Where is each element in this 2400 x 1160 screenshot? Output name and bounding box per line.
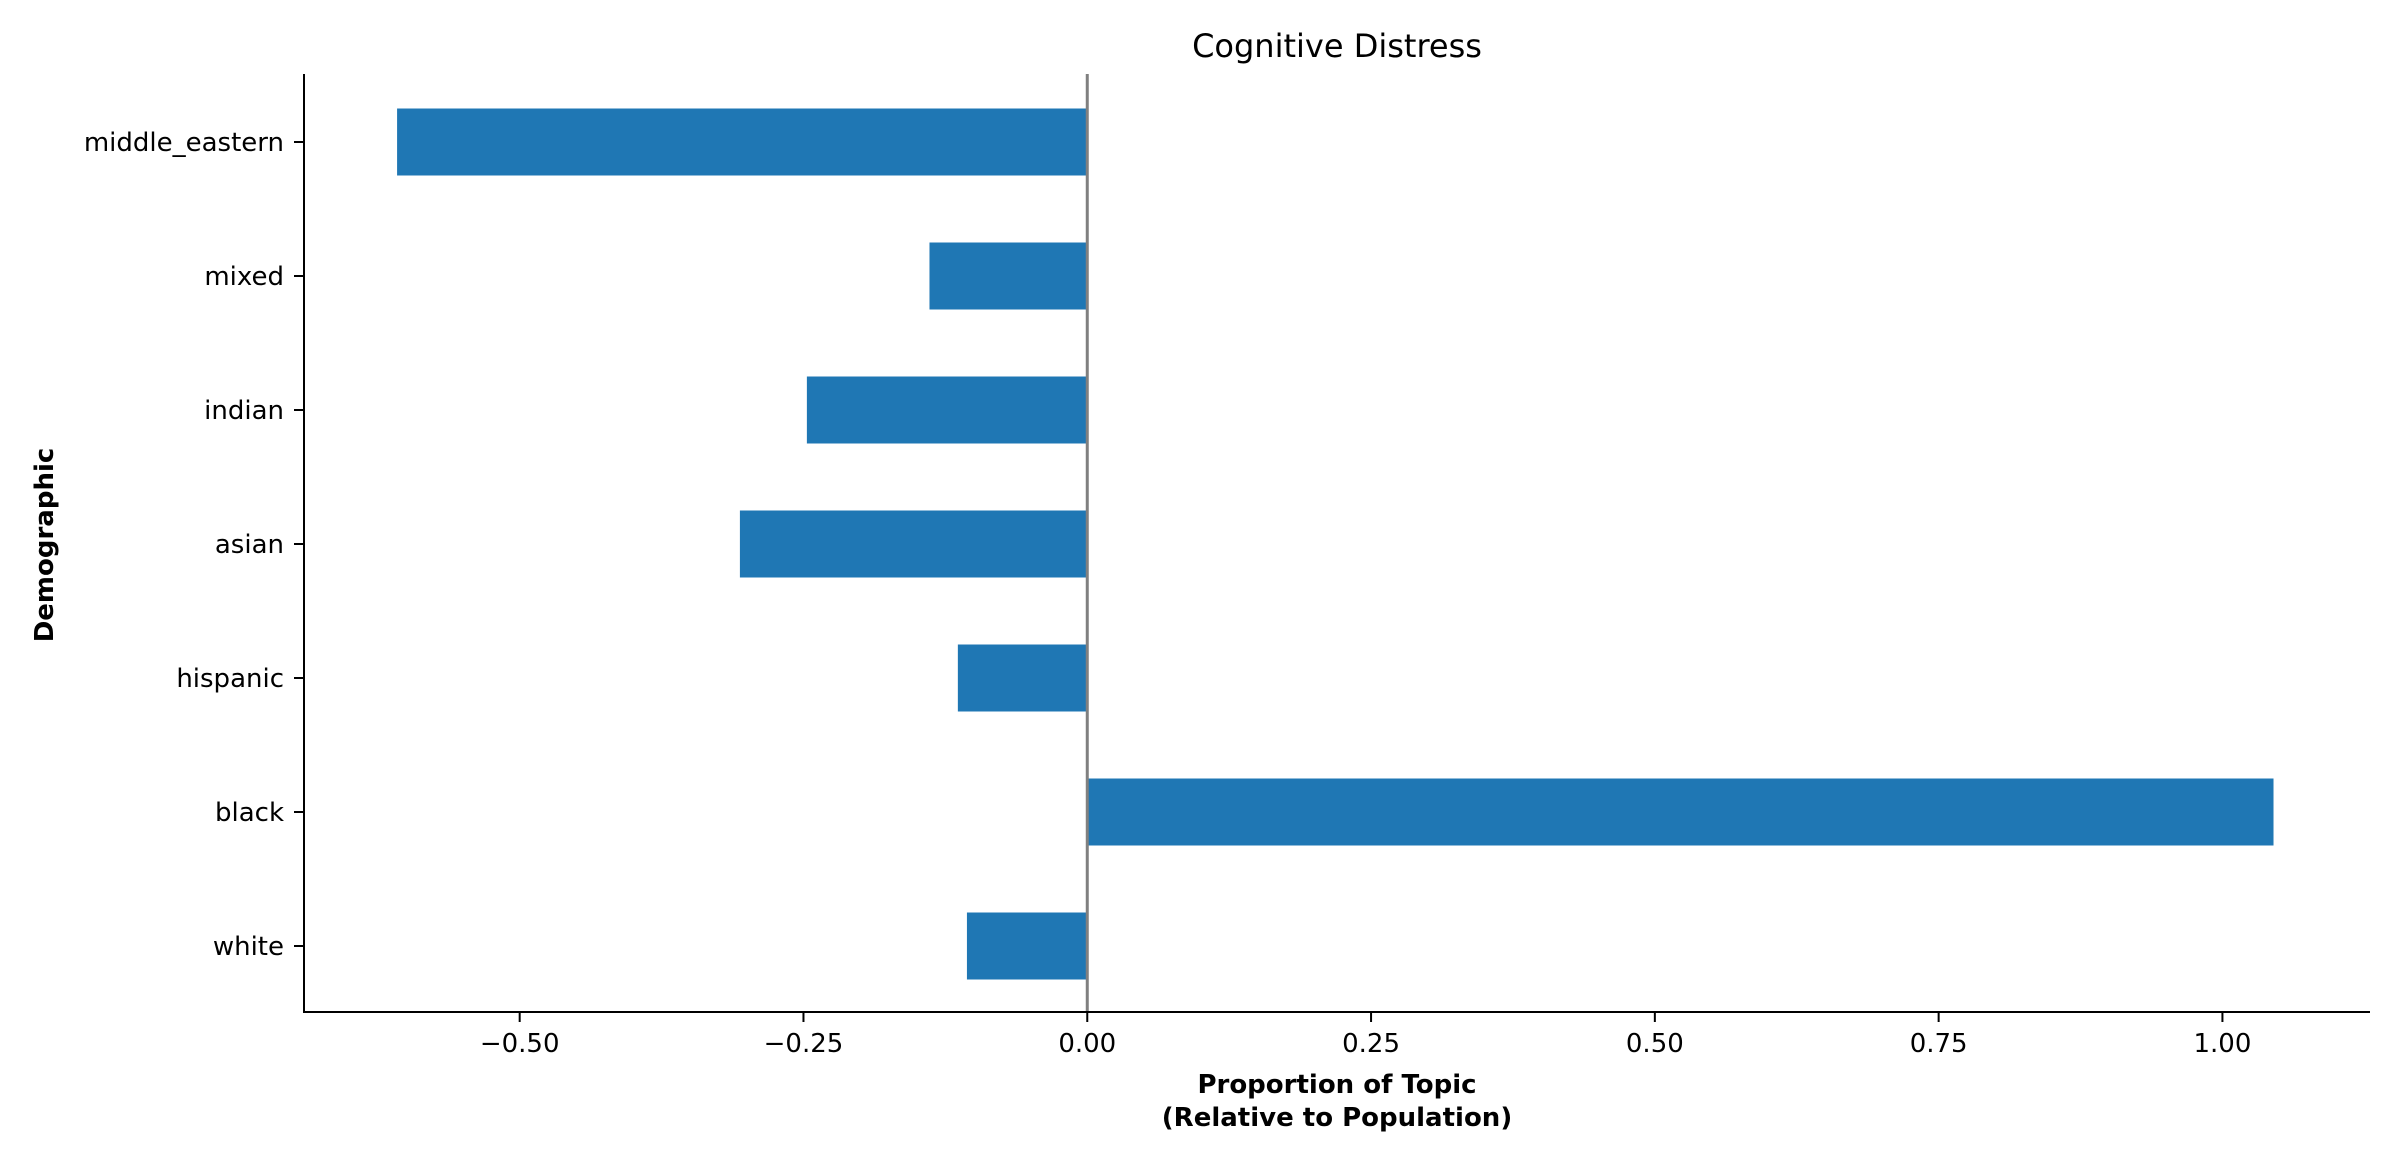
y-tick-label: indian: [204, 396, 284, 426]
x-tick-label: 0.50: [1626, 1029, 1684, 1059]
bar-white: [966, 912, 1088, 980]
bar-mixed: [929, 242, 1088, 310]
bar-asian: [739, 510, 1088, 578]
y-tick-label: white: [213, 932, 284, 962]
y-tick-label: black: [215, 798, 284, 828]
x-axis-label-line1: Proportion of Topic: [1197, 1070, 1476, 1100]
x-tick-label: 0.25: [1342, 1029, 1400, 1059]
x-tick-label: 0.75: [1910, 1029, 1968, 1059]
x-tick-label: −0.50: [480, 1029, 560, 1059]
bar-middle-eastern: [397, 108, 1088, 176]
x-tick-label: 1.00: [2193, 1029, 2251, 1059]
bar-black: [1087, 778, 2274, 846]
y-tick-label: mixed: [204, 262, 284, 292]
chart-title: Cognitive Distress: [1192, 27, 1482, 65]
x-tick-label: −0.25: [764, 1029, 844, 1059]
bar-indian: [806, 376, 1088, 444]
bar-hispanic: [957, 644, 1088, 712]
y-axis-label: Demographic: [30, 448, 60, 643]
y-tick-label: middle_eastern: [84, 128, 284, 158]
x-ticks-group: −0.50 −0.25 0.00 0.25 0.50 0.75 1.00: [480, 1012, 2251, 1059]
x-axis-label-line2: (Relative to Population): [1162, 1103, 1512, 1133]
y-tick-label: hispanic: [176, 664, 284, 694]
bars-group: [397, 108, 2274, 980]
y-tick-label: asian: [215, 530, 284, 560]
x-tick-label: 0.00: [1058, 1029, 1116, 1059]
